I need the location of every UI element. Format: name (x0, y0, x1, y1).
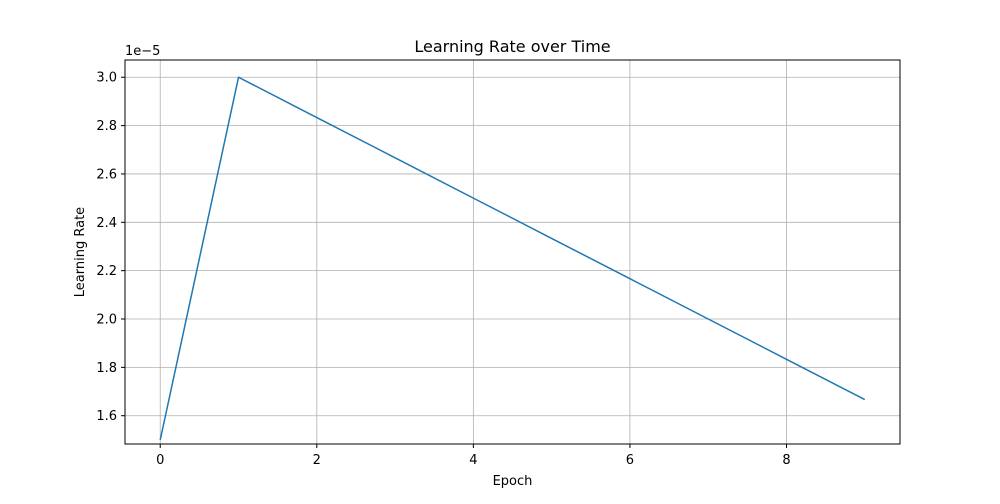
series-line (159, 76, 866, 441)
x-tick-label: 0 (156, 453, 164, 468)
x-tick-label: 4 (469, 453, 477, 468)
grid (125, 60, 900, 444)
y-tick-label: 1.6 (96, 409, 117, 424)
x-axis-label: Epoch (493, 474, 533, 489)
y-tick-label: 2.2 (96, 264, 117, 279)
y-tick-label: 3.0 (96, 71, 117, 86)
y-tick-label: 2.6 (96, 167, 117, 182)
y-axis-label: Learning Rate (73, 207, 88, 297)
y-tick-label: 2.8 (96, 119, 117, 134)
chart-title: Learning Rate over Time (414, 37, 610, 56)
x-tick-label: 6 (626, 453, 634, 468)
y-tick-label: 2.0 (96, 313, 117, 328)
x-tick-label: 8 (782, 453, 790, 468)
series-layer (159, 76, 866, 441)
y-tick-label: 2.4 (96, 216, 117, 231)
x-tick-label: 2 (313, 453, 321, 468)
plot-frame (124, 59, 901, 445)
y-tick-label: 1.8 (96, 361, 117, 376)
ticks: 0 2 4 6 8 1.6 1.8 2.0 2.2 2.4 2.6 2.8 3.0 (96, 71, 790, 468)
y-axis-offset-label: 1e−5 (125, 44, 160, 59)
